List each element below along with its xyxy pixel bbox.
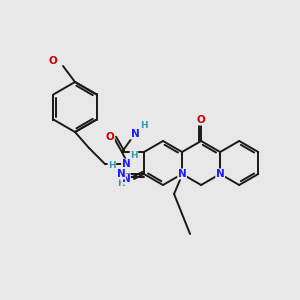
Text: O: O	[197, 115, 206, 125]
Text: N: N	[130, 129, 139, 139]
Text: H: H	[130, 152, 138, 160]
Text: N: N	[122, 159, 130, 169]
Text: O: O	[106, 132, 114, 142]
Text: O: O	[49, 56, 57, 66]
Text: N: N	[122, 174, 130, 184]
Text: H: H	[117, 178, 125, 188]
Text: N: N	[216, 169, 224, 179]
Text: N: N	[117, 169, 125, 179]
Text: H: H	[108, 160, 116, 169]
Text: N: N	[178, 169, 186, 179]
Text: H: H	[140, 122, 148, 130]
